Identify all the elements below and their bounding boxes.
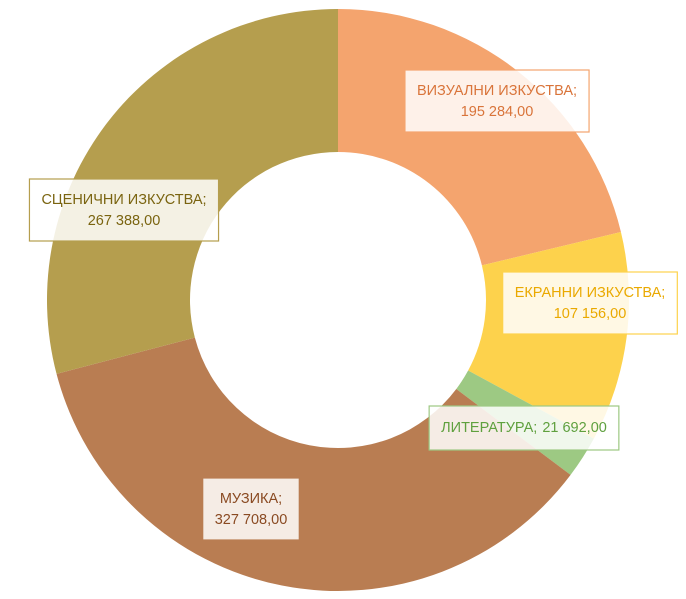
label-separator: ; bbox=[533, 420, 537, 436]
data-label: ЛИТЕРАТУРА; 21 692,00 bbox=[428, 405, 620, 451]
label-text: ВИЗУАЛНИ ИЗКУСТВА; bbox=[417, 83, 577, 99]
label-separator: ; bbox=[278, 491, 282, 507]
label-box bbox=[428, 405, 620, 451]
donut-slice bbox=[56, 337, 571, 592]
label-text: ЛИТЕРАТУРА; 21 692,00 bbox=[441, 420, 607, 436]
label-separator: ; bbox=[661, 285, 665, 301]
label-value: 267 388,00 bbox=[88, 213, 161, 229]
label-text: ЕКРАННИ ИЗКУСТВА; bbox=[515, 285, 666, 301]
label-value: 327 708,00 bbox=[215, 512, 288, 528]
label-box bbox=[28, 178, 220, 242]
label-box bbox=[202, 477, 300, 541]
label-value: 195 284,00 bbox=[461, 104, 534, 120]
data-label: ВИЗУАЛНИ ИЗКУСТВА; 195 284,00 bbox=[404, 69, 590, 133]
label-name: ЕКРАННИ ИЗКУСТВА bbox=[515, 285, 662, 301]
label-name: ЛИТЕРАТУРА bbox=[441, 420, 533, 436]
data-label: МУЗИКА; 327 708,00 bbox=[202, 477, 300, 541]
data-label: СЦЕНИЧНИ ИЗКУСТВА; 267 388,00 bbox=[28, 178, 220, 242]
label-text: МУЗИКА; bbox=[220, 491, 282, 507]
label-text: СЦЕНИЧНИ ИЗКУСТВА; bbox=[41, 192, 206, 208]
label-name: СЦЕНИЧНИ ИЗКУСТВА bbox=[41, 192, 202, 208]
label-separator: ; bbox=[573, 83, 577, 99]
label-separator: ; bbox=[203, 192, 207, 208]
label-value: 107 156,00 bbox=[554, 306, 627, 322]
label-box bbox=[404, 69, 590, 133]
label-box bbox=[502, 271, 678, 335]
data-label: ЕКРАННИ ИЗКУСТВА; 107 156,00 bbox=[502, 271, 678, 335]
donut-slice bbox=[338, 9, 621, 266]
label-name: МУЗИКА bbox=[220, 491, 279, 507]
label-name: ВИЗУАЛНИ ИЗКУСТВА bbox=[417, 83, 573, 99]
label-value: 21 692,00 bbox=[542, 420, 607, 436]
